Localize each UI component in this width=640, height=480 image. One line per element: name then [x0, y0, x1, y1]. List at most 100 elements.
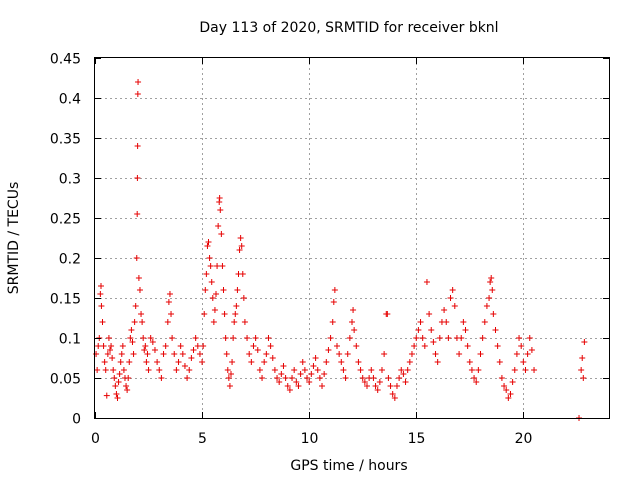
y-tick-label: 0.2	[59, 252, 81, 268]
data-point	[139, 319, 146, 325]
data-point	[158, 375, 165, 381]
data-point	[106, 347, 113, 353]
data-point	[289, 375, 296, 381]
data-point	[141, 347, 148, 353]
data-point	[389, 391, 396, 397]
data-point	[522, 367, 529, 373]
data-point	[310, 363, 317, 369]
data-point	[496, 359, 503, 365]
data-point	[207, 263, 214, 269]
x-tick-labels: 0 5 10 15 20	[91, 431, 532, 447]
data-point	[151, 347, 158, 353]
data-point	[406, 359, 413, 365]
y-tick-label: 0.05	[50, 372, 81, 388]
data-point	[295, 383, 302, 389]
data-point	[489, 287, 496, 293]
data-point	[304, 375, 311, 381]
data-point	[278, 371, 285, 377]
data-point	[319, 383, 326, 389]
data-point	[271, 367, 278, 373]
data-point	[269, 355, 276, 361]
data-point	[481, 319, 488, 325]
x-tick-label: 20	[515, 431, 533, 447]
data-point	[248, 359, 255, 365]
data-point	[135, 79, 142, 85]
data-point	[208, 279, 215, 285]
data-point	[520, 359, 527, 365]
data-point	[119, 343, 126, 349]
data-point	[166, 291, 173, 297]
chart-title: Day 113 of 2020, SRMTID for receiver bkn…	[199, 20, 498, 36]
data-point	[384, 311, 391, 317]
data-point	[325, 347, 332, 353]
data-point	[357, 367, 364, 373]
data-point	[342, 375, 349, 381]
data-point	[312, 355, 319, 361]
data-point	[498, 375, 505, 381]
data-point	[154, 359, 161, 365]
y-tick-label: 0.25	[50, 212, 81, 228]
data-point	[393, 383, 400, 389]
data-point	[120, 367, 127, 373]
data-point	[239, 271, 246, 277]
data-point	[138, 311, 145, 317]
grid-lines	[95, 58, 609, 418]
axis-ticks	[95, 58, 609, 419]
data-point	[492, 327, 499, 333]
y-tick-label: 0.4	[59, 92, 81, 108]
data-point	[473, 379, 480, 385]
data-point	[204, 243, 211, 249]
data-point	[346, 335, 353, 341]
data-points	[93, 79, 588, 421]
data-point	[458, 335, 465, 341]
data-point	[449, 287, 456, 293]
data-point	[359, 375, 366, 381]
data-point	[447, 295, 454, 301]
data-point	[234, 287, 241, 293]
data-point	[421, 343, 428, 349]
data-point	[398, 367, 405, 373]
data-point	[349, 319, 355, 325]
data-point	[125, 375, 132, 381]
x-axis-label: GPS time / hours	[290, 458, 407, 474]
data-point	[241, 319, 248, 325]
data-point	[144, 351, 151, 357]
data-point	[114, 395, 121, 401]
data-point	[581, 339, 588, 345]
data-point	[142, 343, 149, 349]
data-point	[471, 375, 478, 381]
data-point	[451, 303, 458, 309]
data-point	[206, 255, 213, 261]
data-point	[190, 347, 197, 353]
data-point	[184, 375, 191, 381]
y-tick-label: 0.35	[50, 132, 81, 148]
data-point	[143, 359, 150, 365]
data-point	[223, 351, 230, 357]
data-point	[94, 367, 101, 373]
data-point	[186, 367, 193, 373]
data-point	[413, 335, 420, 341]
data-point	[526, 335, 533, 341]
data-point	[214, 263, 221, 269]
data-point	[509, 379, 516, 385]
data-point	[256, 367, 263, 373]
data-point	[236, 247, 243, 253]
data-point	[199, 359, 206, 365]
data-point	[323, 359, 330, 365]
plot-frame	[94, 57, 610, 419]
data-point	[134, 143, 141, 149]
data-point	[110, 367, 117, 373]
data-point	[134, 211, 141, 217]
data-point	[128, 327, 135, 333]
data-point	[265, 335, 272, 341]
data-point	[372, 383, 379, 389]
y-tick-label: 0.15	[50, 292, 81, 308]
data-point	[224, 367, 231, 373]
data-point	[194, 343, 201, 349]
y-tick-label: 0.45	[50, 52, 81, 68]
data-point	[321, 371, 328, 377]
data-point	[430, 339, 437, 345]
data-point	[505, 395, 512, 401]
data-point	[109, 355, 116, 361]
data-point	[428, 327, 435, 333]
